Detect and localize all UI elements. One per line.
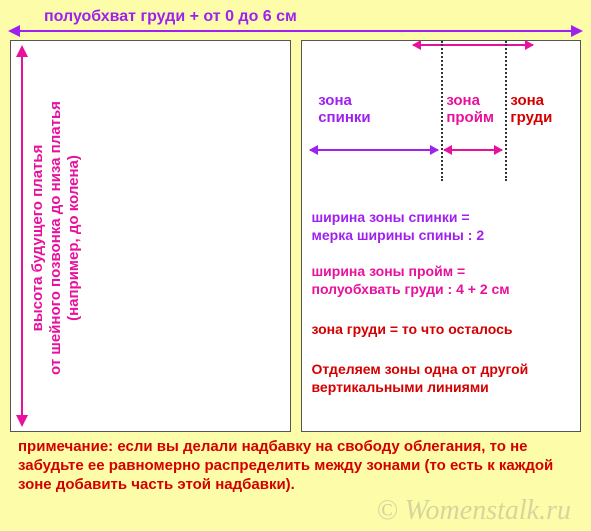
top-arrow-head-right [571,25,583,37]
height-label-line3: (например, до колена) [65,155,82,321]
panels-row: высота будущего платья от шейного позвон… [10,40,581,432]
instruction-text: Отделяем зоны одна от другойвертикальным… [312,361,575,396]
height-arrow-line [21,47,23,425]
zone-arrow-back [310,149,438,151]
zone-label-armhole: зонапройм [446,93,504,126]
top-arrow-head-left [8,25,20,37]
formula-armhole: ширина зоны пройм =полуобхвать груди : 4… [312,263,575,298]
zone-arrow-back-line [310,149,438,151]
top-ruler-arrow [10,30,581,32]
top-ruler-label: полуобхват груди + от 0 до 6 см [44,8,297,26]
zone-arrow-arm-head-r [494,145,503,155]
zone-divider-1 [441,41,443,181]
zone-label-chest: зонагруди [510,93,580,126]
height-label-line2: от шейного позвонка до низа платья [47,101,64,375]
formula-back: ширина зоны спинки =мерка ширины спины :… [312,209,575,244]
diagram-container: полуобхват груди + от 0 до 6 см высота б… [0,0,591,531]
formula-chest: зона груди = то что осталось [312,321,575,339]
zone-marker-head-l [412,40,421,50]
height-arrow [21,47,23,425]
height-arrow-head-top [16,45,28,57]
zone-marker-arrow-top [413,44,533,46]
height-label: высота будущего платья от шейного позвон… [29,63,83,413]
zone-arrow-armhole [444,149,503,151]
footnote-text: примечание: если вы делали надбавку на с… [18,438,577,494]
zone-label-back: зонаспинки [318,93,441,126]
top-arrow-line [10,30,581,32]
right-panel: зонаспинки зонапройм зонагруди ширина зо… [301,40,582,432]
watermark: © Womenstalk.ru [377,495,571,527]
zone-arrow-arm-head-l [443,145,452,155]
zone-marker-head-r [525,40,534,50]
height-arrow-head-bottom [16,415,28,427]
height-label-line1: высота будущего платья [29,145,46,332]
zone-arrow-back-head-l [309,145,318,155]
zone-divider-2 [505,41,507,181]
zone-arrow-back-head-r [430,145,439,155]
left-panel: высота будущего платья от шейного позвон… [10,40,291,432]
zone-marker-line [413,44,533,46]
